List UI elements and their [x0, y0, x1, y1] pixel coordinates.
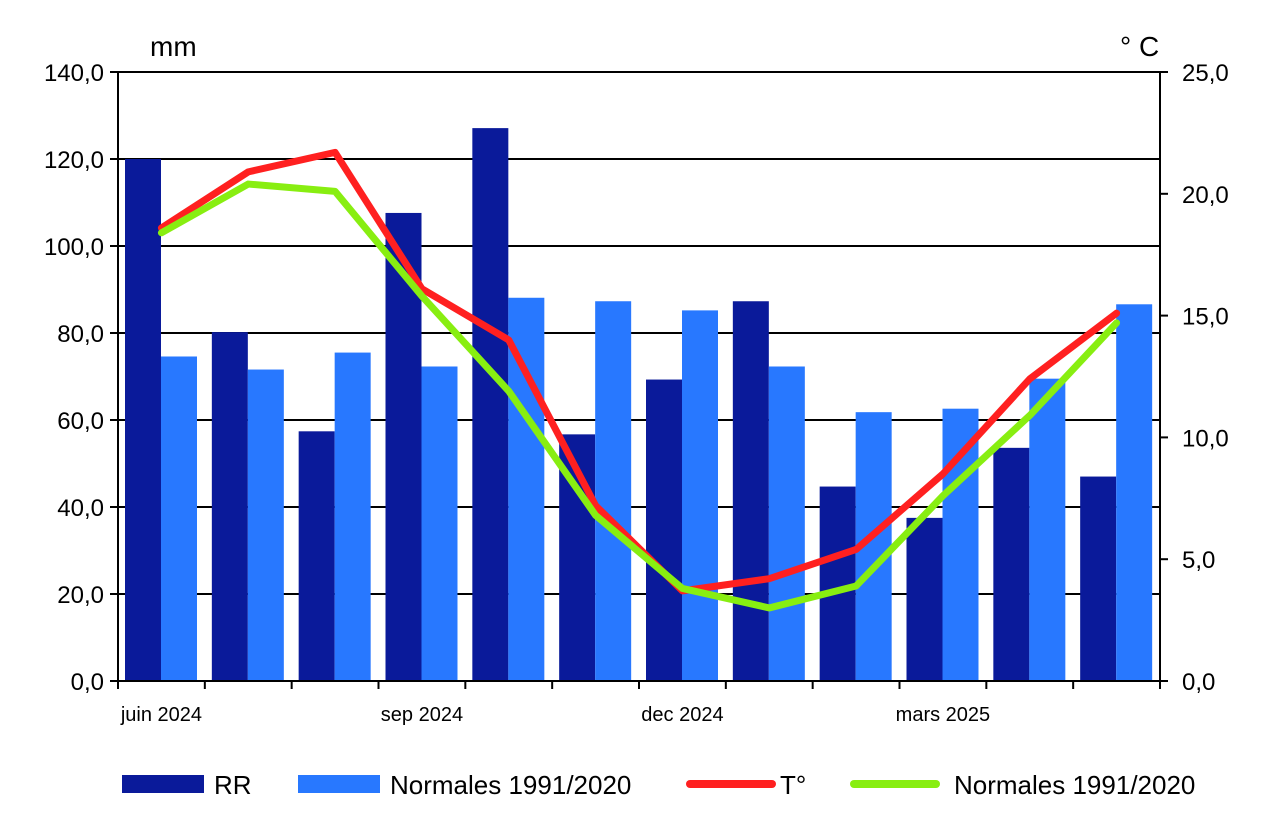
- right-axis-tick-label: 25,0: [1182, 60, 1229, 87]
- bar-rr: [819, 486, 856, 681]
- bar-marks: [125, 128, 1153, 682]
- legend-swatch: [122, 775, 204, 793]
- right-axis-tick-label: 20,0: [1182, 182, 1229, 209]
- left-axis-unit: mm: [150, 31, 197, 62]
- left-axis-tick-label: 60,0: [57, 408, 104, 435]
- legend-item-normales-rr: Normales 1991/2020: [298, 770, 631, 800]
- right-axis-unit: ° C: [1120, 31, 1159, 62]
- bar-rr: [472, 128, 509, 682]
- right-axis-tick-label: 15,0: [1182, 304, 1229, 331]
- bar-rr: [993, 447, 1030, 681]
- bar-normales-rr: [682, 310, 718, 681]
- left-axis-tick-label: 0,0: [71, 669, 104, 696]
- left-axis-tick-label: 80,0: [57, 321, 104, 348]
- bar-normales-rr: [334, 352, 371, 681]
- line-marks: [157, 148, 1121, 612]
- legend-item-normales-temperature: Normales 1991/2020: [850, 770, 1195, 800]
- legend-label: Normales 1991/2020: [954, 770, 1195, 800]
- legend-label: T°: [780, 770, 806, 800]
- left-axis-tick-label: 20,0: [57, 582, 104, 609]
- left-axis-tick-label: 40,0: [57, 495, 104, 522]
- bar-normales-rr: [1116, 304, 1153, 681]
- bar-rr: [298, 431, 335, 681]
- bar-rr: [211, 332, 248, 681]
- bar-rr: [1080, 476, 1117, 681]
- bar-normales-rr: [508, 297, 545, 681]
- bar-normales-rr: [421, 366, 458, 681]
- left-axis-tick-label: 140,0: [44, 60, 104, 87]
- axes: 0,0 20,0 40,0 60,0 80,0 100,0 120,0 140,0 0,0 5,0…: [44, 60, 1229, 726]
- bar-rr: [646, 379, 682, 681]
- legend-label: Normales 1991/2020: [390, 770, 631, 800]
- legend: RR Normales 1991/2020 T° Normales 1991/2020: [122, 770, 1195, 800]
- left-axis-tick-label: 100,0: [44, 234, 104, 261]
- legend-item-temperature: T°: [686, 770, 806, 800]
- right-axis-tick-label: 5,0: [1182, 547, 1215, 574]
- bar-normales-rr: [768, 366, 805, 681]
- bar-normales-rr: [161, 356, 197, 681]
- x-axis-tick-label: dec 2024: [641, 704, 723, 726]
- bar-normales-rr: [595, 301, 632, 681]
- x-axis-tick-label: sep 2024: [381, 704, 463, 726]
- bar-rr: [125, 159, 161, 681]
- x-axis-tick-label: mars 2025: [896, 704, 991, 726]
- legend-swatch: [298, 775, 380, 793]
- right-axis-tick-label: 10,0: [1182, 425, 1229, 452]
- bar-normales-rr: [1029, 378, 1066, 681]
- bar-rr: [732, 301, 769, 681]
- legend-label: RR: [214, 770, 252, 800]
- left-axis-tick-label: 120,0: [44, 147, 104, 174]
- x-axis-tick-label: juin 2024: [120, 704, 202, 726]
- line-normales-temperature: [157, 180, 1121, 612]
- right-axis-tick-label: 0,0: [1182, 669, 1215, 696]
- legend-item-rr: RR: [122, 770, 252, 800]
- bar-rr: [906, 517, 943, 681]
- bar-normales-rr: [247, 369, 284, 681]
